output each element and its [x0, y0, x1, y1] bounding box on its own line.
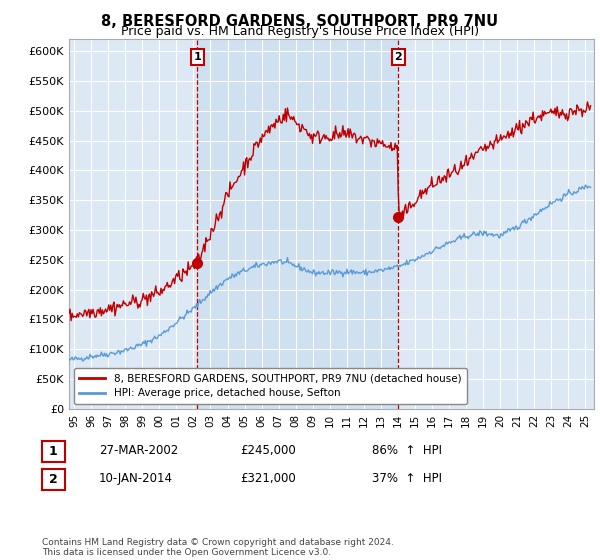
Text: 1: 1 [49, 445, 58, 458]
Text: 1: 1 [193, 52, 201, 62]
Text: 2: 2 [49, 473, 58, 486]
Text: 37%  ↑  HPI: 37% ↑ HPI [372, 472, 442, 486]
Text: Contains HM Land Registry data © Crown copyright and database right 2024.
This d: Contains HM Land Registry data © Crown c… [42, 538, 394, 557]
Text: 86%  ↑  HPI: 86% ↑ HPI [372, 444, 442, 458]
Text: 8, BERESFORD GARDENS, SOUTHPORT, PR9 7NU: 8, BERESFORD GARDENS, SOUTHPORT, PR9 7NU [101, 14, 499, 29]
Text: 27-MAR-2002: 27-MAR-2002 [99, 444, 178, 458]
Text: Price paid vs. HM Land Registry's House Price Index (HPI): Price paid vs. HM Land Registry's House … [121, 25, 479, 38]
Bar [197, 39, 398, 409]
Text: 2: 2 [395, 52, 403, 62]
Text: £245,000: £245,000 [240, 444, 296, 458]
Text: £321,000: £321,000 [240, 472, 296, 486]
Legend: 8, BERESFORD GARDENS, SOUTHPORT, PR9 7NU (detached house), HPI: Average price, d: 8, BERESFORD GARDENS, SOUTHPORT, PR9 7NU… [74, 368, 467, 404]
Text: 10-JAN-2014: 10-JAN-2014 [99, 472, 173, 486]
